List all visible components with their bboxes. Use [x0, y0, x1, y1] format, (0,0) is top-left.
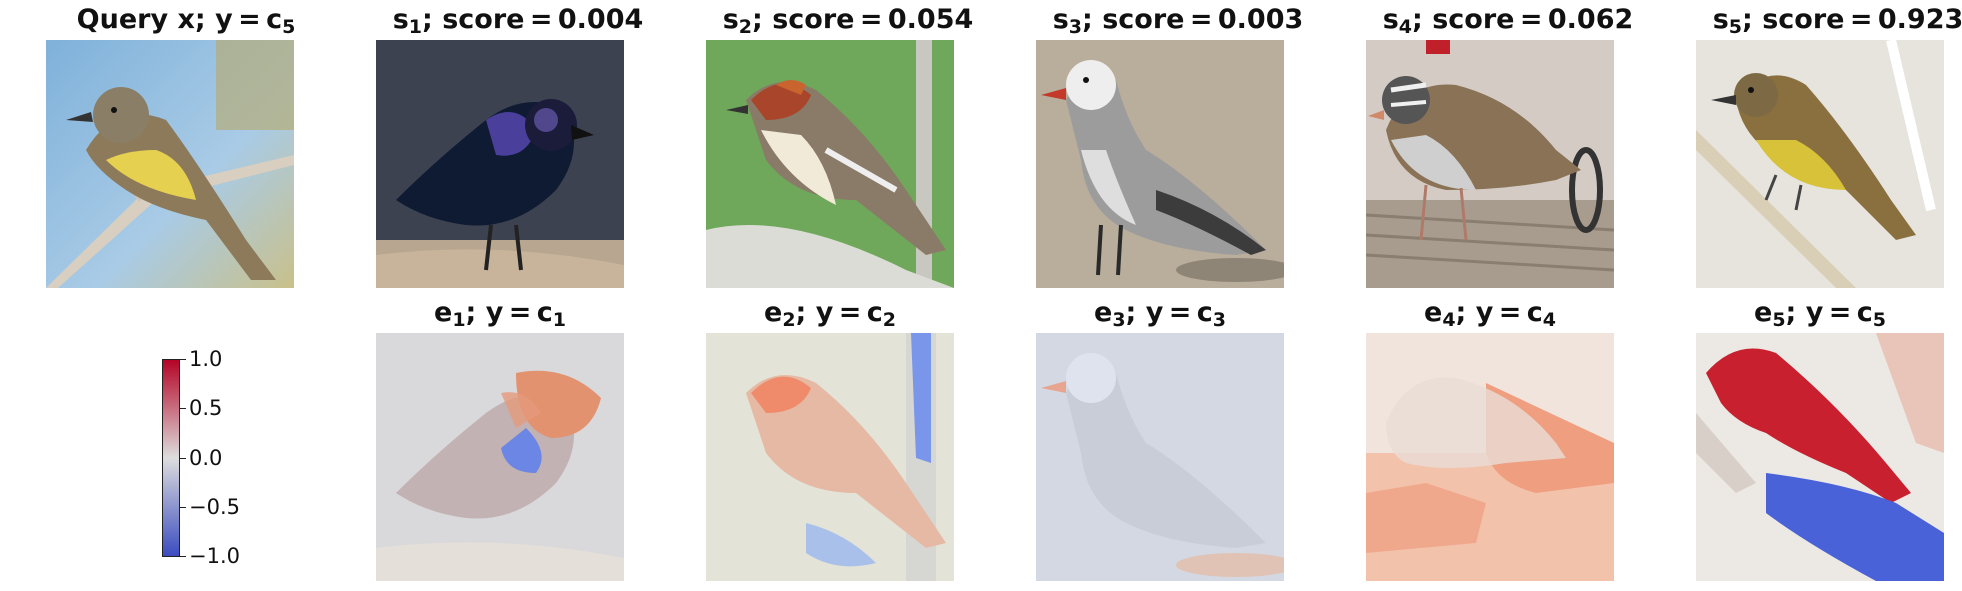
similar-title-2: s2; score = 0.054 — [698, 5, 998, 35]
gull-illustration — [1036, 40, 1284, 288]
similar-image-4 — [1366, 40, 1614, 288]
similar-index: 5 — [1729, 16, 1742, 38]
similar-title-5: s5; score = 0.923 — [1688, 5, 1962, 35]
explanation-title-2: e2; y = c2 — [680, 298, 980, 328]
explanation-label: e — [1424, 297, 1442, 328]
similar-title-1: s1; score = 0.004 — [368, 5, 668, 35]
heatmap-overlay — [376, 333, 624, 581]
explanation-heatmap-2 — [706, 333, 954, 581]
explanation-class: ; y = c — [1126, 297, 1213, 328]
explanation-label: e — [434, 297, 452, 328]
flycatcher-branch-illustration — [1696, 40, 1944, 288]
explanation-title-1: e1; y = c1 — [350, 298, 650, 328]
heatmap-overlay — [1366, 333, 1614, 581]
colorbar-tick-label: 1.0 — [189, 347, 222, 371]
heatmap-overlay — [706, 333, 954, 581]
explanation-index: 3 — [1112, 309, 1125, 331]
query-image — [46, 40, 294, 288]
colorbar-tick-label: 0.0 — [189, 446, 222, 470]
explanation-class: ; y = c — [466, 297, 553, 328]
colorbar — [162, 359, 180, 557]
similar-title-3: s3; score = 0.003 — [1028, 5, 1328, 35]
query-title: Query x; y = c5 — [36, 5, 336, 35]
colorbar-tick — [180, 458, 186, 459]
similar-index: 1 — [409, 16, 422, 38]
similar-image-5 — [1696, 40, 1944, 288]
flycatcher-illustration — [46, 40, 294, 288]
explanation-class-index: 3 — [1213, 309, 1226, 331]
similar-label: s — [393, 4, 409, 35]
explanation-class-index: 4 — [1543, 309, 1556, 331]
similar-label: s — [1713, 4, 1729, 35]
explanation-class-index: 2 — [883, 309, 896, 331]
colorbar-tick — [180, 408, 186, 409]
colorbar-tick — [180, 507, 186, 508]
sparrow-illustration — [1366, 40, 1614, 288]
explanation-title-3: e3; y = c3 — [1010, 298, 1310, 328]
colorbar-tick-label: 0.5 — [189, 396, 222, 420]
explanation-heatmap-5 — [1696, 333, 1944, 581]
similar-score: ; score = 0.003 — [1082, 4, 1303, 35]
query-title-text: Query x; y = c — [77, 4, 282, 35]
colorbar-tick-label: −1.0 — [189, 544, 240, 568]
similar-label: s — [1053, 4, 1069, 35]
explanation-index: 5 — [1772, 309, 1785, 331]
explanation-heatmap-4 — [1366, 333, 1614, 581]
explanation-class-index: 5 — [1873, 309, 1886, 331]
similar-label: s — [723, 4, 739, 35]
heatmap-overlay — [1696, 333, 1944, 581]
similar-score: ; score = 0.054 — [752, 4, 973, 35]
heatmap-overlay — [1036, 333, 1284, 581]
query-title-sub: 5 — [282, 16, 295, 38]
similar-score: ; score = 0.004 — [422, 4, 643, 35]
similar-score: ; score = 0.923 — [1742, 4, 1962, 35]
explanation-class-index: 1 — [553, 309, 566, 331]
explanation-class: ; y = c — [1786, 297, 1873, 328]
explanation-heatmap-1 — [376, 333, 624, 581]
similar-index: 4 — [1399, 16, 1412, 38]
explanation-class: ; y = c — [1456, 297, 1543, 328]
colorbar-tick — [180, 556, 186, 557]
similar-image-1 — [376, 40, 624, 288]
similar-image-3 — [1036, 40, 1284, 288]
similar-label: s — [1383, 4, 1399, 35]
warbler-illustration — [706, 40, 954, 288]
explanation-index: 2 — [782, 309, 795, 331]
similar-title-4: s4; score = 0.062 — [1358, 5, 1658, 35]
similar-score: ; score = 0.062 — [1412, 4, 1633, 35]
colorbar-tick-label: −0.5 — [189, 495, 240, 519]
explanation-label: e — [764, 297, 782, 328]
black-bird-illustration — [376, 40, 624, 288]
explanation-label: e — [1754, 297, 1772, 328]
explanation-index: 4 — [1442, 309, 1455, 331]
similar-index: 2 — [739, 16, 752, 38]
explanation-title-5: e5; y = c5 — [1670, 298, 1962, 328]
explanation-class: ; y = c — [796, 297, 883, 328]
colorbar-tick — [180, 359, 186, 360]
explanation-index: 1 — [452, 309, 465, 331]
explanation-heatmap-3 — [1036, 333, 1284, 581]
explanation-label: e — [1094, 297, 1112, 328]
similar-image-2 — [706, 40, 954, 288]
explanation-title-4: e4; y = c4 — [1340, 298, 1640, 328]
similar-index: 3 — [1069, 16, 1082, 38]
